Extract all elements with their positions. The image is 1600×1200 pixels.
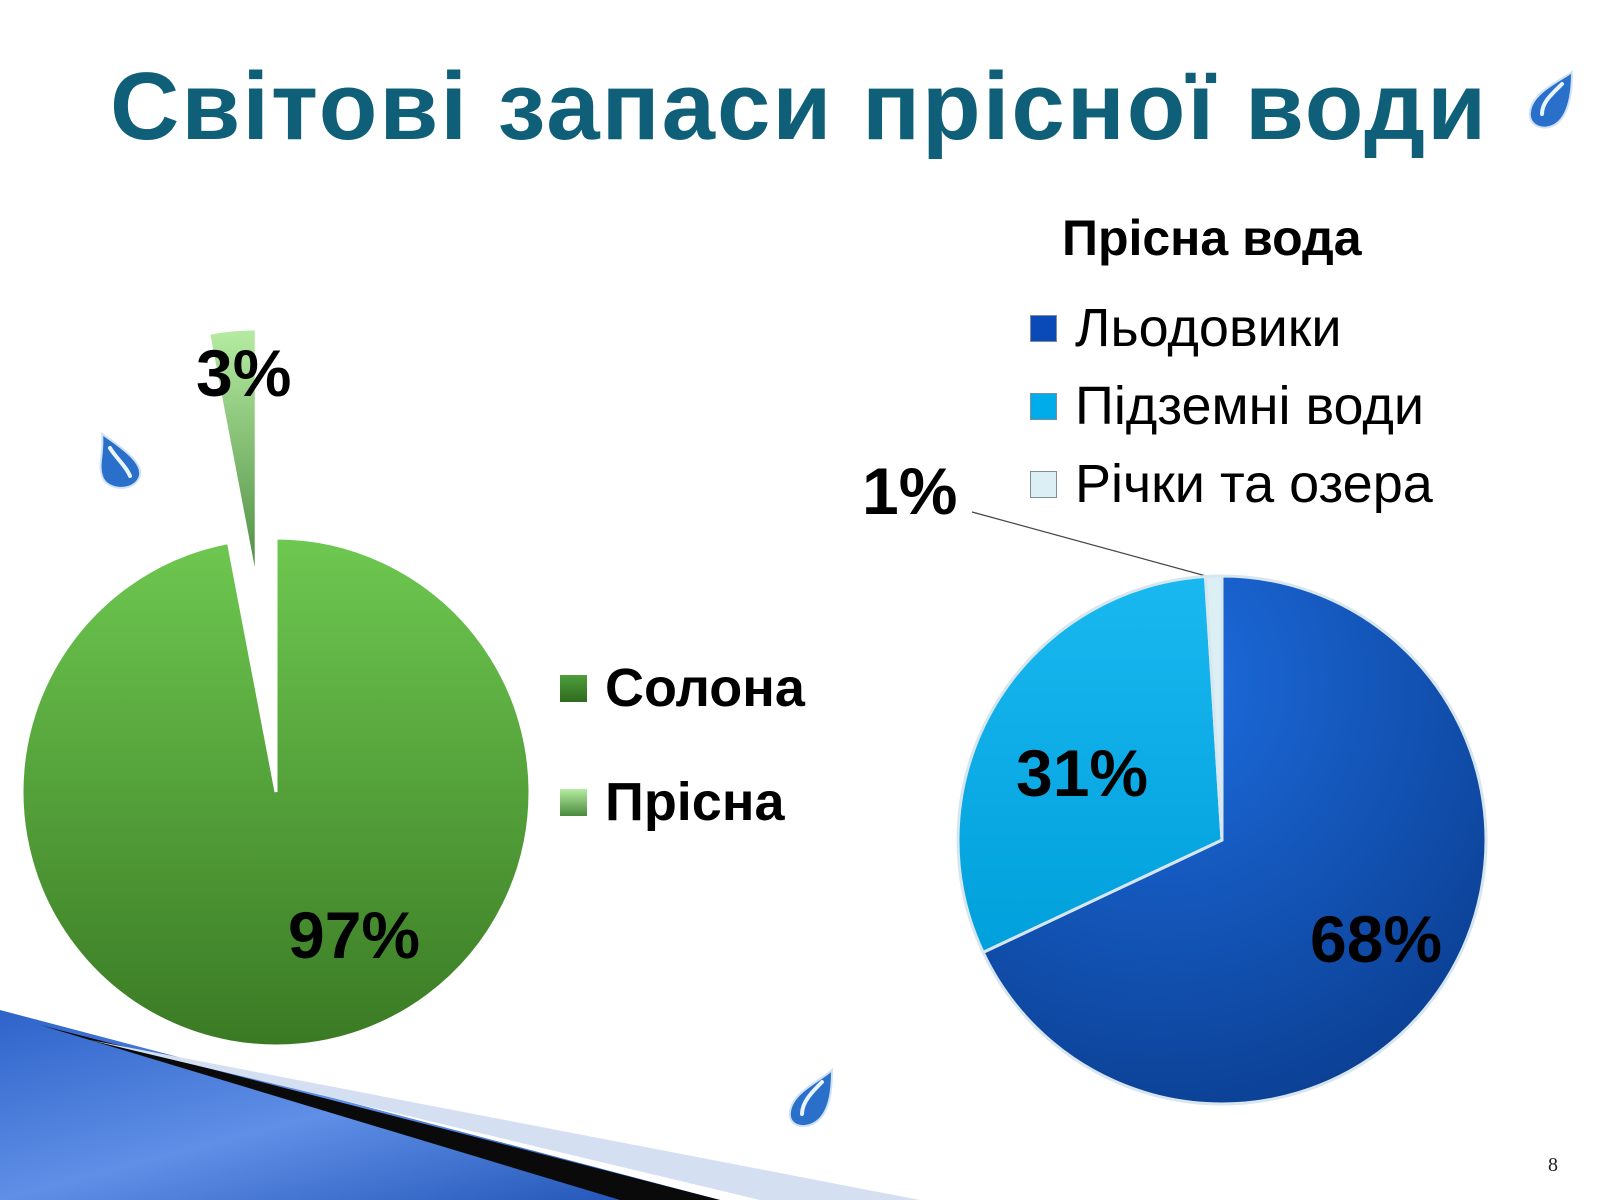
- pie-slice-rivers: [1203, 574, 1224, 841]
- label-rivers-pct: 1%: [862, 454, 958, 528]
- label-glaciers-pct: 68%: [1310, 902, 1443, 976]
- slide-title: Світові запаси прісної води: [110, 53, 1489, 160]
- pie-slice-salt: [20, 536, 532, 1048]
- legend-swatch-salt: [560, 674, 587, 702]
- legend-swatch-glaciers: [1030, 314, 1057, 342]
- page-number: 8: [1548, 1154, 1558, 1176]
- legend-item-fresh: Прісна: [560, 772, 784, 832]
- legend-label-rivers: Річки та озера: [1075, 454, 1433, 514]
- legend-label-glaciers: Льодовики: [1075, 298, 1342, 358]
- pie-slice-fresh: [206, 327, 258, 584]
- legend-item-rivers: Річки та озера: [1030, 454, 1433, 514]
- legend-label-fresh: Прісна: [605, 772, 785, 832]
- water-drop-icon: [1528, 70, 1574, 129]
- water-drop-icon: [788, 1068, 834, 1128]
- legend-item-groundwater: Підземні води: [1030, 376, 1424, 436]
- pie-slice-glaciers: [981, 574, 1488, 1106]
- legend-label-groundwater: Підземні води: [1075, 376, 1425, 436]
- legend-item-glaciers: Льодовики: [1030, 298, 1342, 358]
- legend-item-salt: Солона: [560, 658, 805, 718]
- legend-swatch-rivers: [1030, 470, 1057, 498]
- legend-label-salt: Солона: [605, 658, 805, 718]
- water-drop-icon: [99, 432, 142, 489]
- label-salt-pct: 97%: [288, 898, 421, 972]
- leader-line-rivers: [971, 511, 1229, 583]
- pie-slice-groundwater: [956, 574, 1224, 955]
- legend-swatch-groundwater: [1030, 392, 1057, 420]
- legend-swatch-fresh: [560, 788, 587, 816]
- fresh-water-chart-title: Прісна вода: [1062, 210, 1362, 266]
- label-fresh-pct: 3%: [196, 336, 292, 410]
- label-groundwater-pct: 31%: [1016, 736, 1149, 810]
